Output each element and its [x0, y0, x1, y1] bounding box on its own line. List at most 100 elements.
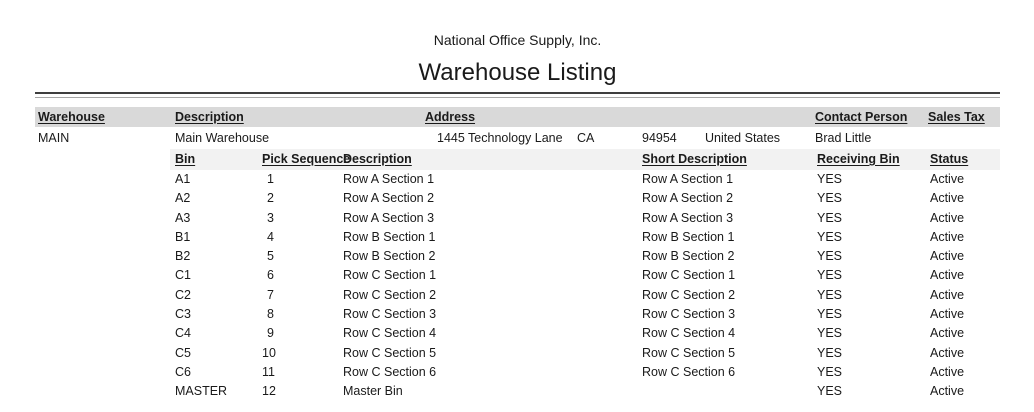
bin-row: C1 6 Row C Section 1 Row C Section 1 YES…	[175, 266, 1000, 285]
bin-code: C5	[175, 345, 191, 360]
warehouse-row: MAIN Main Warehouse 1445 Technology Lane…	[35, 127, 1000, 149]
bin-short-description: Row A Section 3	[642, 210, 734, 225]
bin-status: Active	[930, 249, 965, 264]
bin-code: B1	[175, 229, 191, 244]
column-header-description: Description	[175, 110, 244, 124]
warehouse-contact-person: Brad Little	[815, 131, 872, 145]
bin-short-description: Row C Section 2	[642, 287, 736, 302]
bin-pick-sequence: 5	[267, 249, 274, 264]
bin-description: Row A Section 2	[343, 191, 435, 206]
bin-receiving-bin: YES	[817, 307, 843, 322]
bin-row: B1 4 Row B Section 1 Row B Section 1 YES…	[175, 228, 1000, 247]
bin-status: Active	[930, 326, 965, 341]
warehouse-sales-tax	[928, 127, 1000, 149]
column-header-bin: Bin	[175, 152, 196, 166]
column-header-status: Status	[930, 152, 969, 166]
bin-pick-sequence: 12	[262, 384, 276, 399]
column-header-sales-tax: Sales Tax	[928, 110, 985, 124]
bin-table-header: Bin Pick Sequence Description Short Desc…	[170, 149, 1000, 170]
bin-description: Row B Section 1	[343, 229, 436, 244]
bin-row: C2 7 Row C Section 2 Row C Section 2 YES…	[175, 286, 1000, 305]
bin-status: Active	[930, 172, 965, 186]
bin-code: C4	[175, 326, 191, 341]
bin-short-description: Row B Section 2	[642, 249, 735, 264]
bin-code: C6	[175, 364, 191, 379]
bin-description: Row A Section 1	[343, 172, 435, 186]
bin-description: Row C Section 4	[343, 326, 437, 341]
bin-short-description: Row B Section 1	[642, 229, 735, 244]
bin-pick-sequence: 11	[262, 364, 275, 379]
bin-receiving-bin: YES	[817, 364, 843, 379]
bin-description: Row C Section 1	[343, 268, 437, 283]
column-header-receiving-bin: Receiving Bin	[817, 152, 900, 166]
company-name: National Office Supply, Inc.	[433, 32, 602, 48]
report-header: National Office Supply, Inc. Warehouse L…	[35, 0, 1000, 88]
warehouse-table-header: Warehouse Description Address Contact Pe…	[35, 107, 1000, 127]
column-header-contact-person: Contact Person	[815, 110, 908, 124]
column-header-short-description: Short Description	[642, 152, 747, 166]
warehouse-address-street: 1445 Technology Lane	[437, 131, 563, 145]
bin-pick-sequence: 7	[267, 287, 274, 302]
top-rule-light	[35, 97, 1000, 98]
bin-row: C3 8 Row C Section 3 Row C Section 3 YES…	[175, 305, 1000, 324]
bin-description: Row C Section 5	[343, 345, 437, 360]
column-header-address: Address	[425, 110, 476, 124]
bin-code: B2	[175, 249, 191, 264]
bin-code: A2	[175, 191, 191, 206]
bin-receiving-bin: YES	[817, 191, 843, 206]
bin-table-body: A1 1 Row A Section 1 Row A Section 1 YES…	[175, 170, 1000, 402]
warehouse-description: Main Warehouse	[175, 131, 270, 145]
bin-receiving-bin: YES	[817, 326, 843, 341]
bin-receiving-bin: YES	[817, 384, 843, 399]
bin-code: C2	[175, 287, 191, 302]
bin-row: C6 11 Row C Section 6 Row C Section 6 YE…	[175, 363, 1000, 382]
warehouse-address-zip: 94954	[642, 131, 677, 145]
bin-short-description: Row C Section 1	[642, 268, 736, 283]
bin-status: Active	[930, 364, 965, 379]
column-header-bin-description: Description	[343, 152, 412, 166]
bin-short-description: Row C Section 6	[642, 364, 736, 379]
bin-short-description: Row C Section 5	[642, 345, 736, 360]
bin-pick-sequence: 2	[267, 191, 274, 206]
bin-row: MASTER 12 Master Bin YES Active	[175, 382, 1000, 401]
top-rule-dark	[35, 92, 1000, 94]
bin-code: C3	[175, 307, 191, 322]
bin-description: Row B Section 2	[343, 249, 436, 264]
column-header-pick-sequence: Pick Sequence	[262, 152, 351, 166]
bin-row: A3 3 Row A Section 3 Row A Section 3 YES…	[175, 209, 1000, 228]
bin-receiving-bin: YES	[817, 345, 843, 360]
bin-short-description	[642, 382, 817, 401]
warehouse-code: MAIN	[38, 131, 70, 145]
bin-description: Row C Section 6	[343, 364, 437, 379]
bin-code: C1	[175, 268, 191, 283]
report-title: Warehouse Listing	[418, 59, 617, 86]
bin-row: C5 10 Row C Section 5 Row C Section 5 YE…	[175, 344, 1000, 363]
bin-short-description: Row A Section 1	[642, 172, 734, 186]
bin-pick-sequence: 4	[267, 229, 274, 244]
bin-code: MASTER	[175, 384, 228, 399]
bin-status: Active	[930, 287, 965, 302]
bin-receiving-bin: YES	[817, 287, 843, 302]
bin-pick-sequence: 6	[267, 268, 274, 283]
bin-row: B2 5 Row B Section 2 Row B Section 2 YES…	[175, 247, 1000, 266]
bin-pick-sequence: 3	[267, 210, 274, 225]
bin-status: Active	[930, 307, 965, 322]
bin-description: Master Bin	[343, 384, 403, 399]
report-page: National Office Supply, Inc. Warehouse L…	[35, 0, 1000, 402]
bin-table: Bin Pick Sequence Description Short Desc…	[170, 149, 1000, 402]
bin-short-description: Row C Section 3	[642, 307, 736, 322]
bin-status: Active	[930, 210, 965, 225]
bin-receiving-bin: YES	[817, 172, 843, 186]
bin-status: Active	[930, 384, 965, 399]
bin-receiving-bin: YES	[817, 268, 843, 283]
bin-status: Active	[930, 229, 965, 244]
bin-status: Active	[930, 345, 965, 360]
bin-description: Row C Section 2	[343, 287, 437, 302]
bin-short-description: Row C Section 4	[642, 326, 736, 341]
bin-status: Active	[930, 268, 965, 283]
bin-pick-sequence: 9	[267, 326, 274, 341]
bin-pick-sequence: 8	[267, 307, 274, 322]
bin-status: Active	[930, 191, 965, 206]
bin-pick-sequence: 1	[267, 172, 274, 186]
column-header-warehouse: Warehouse	[38, 110, 105, 124]
